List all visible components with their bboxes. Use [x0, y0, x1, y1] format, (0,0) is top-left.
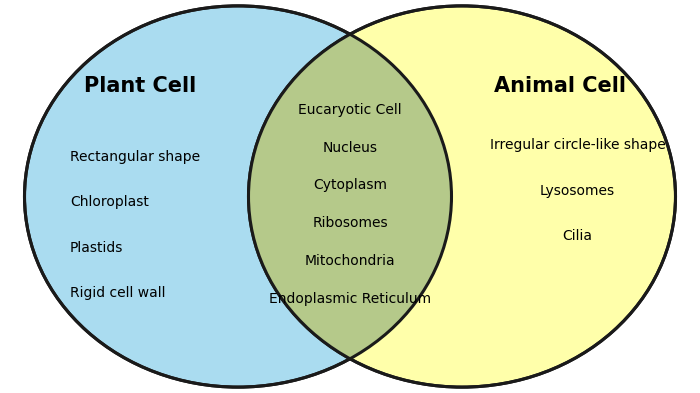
Text: Ribosomes: Ribosomes: [312, 216, 388, 230]
Text: Cytoplasm: Cytoplasm: [313, 178, 387, 193]
Text: Rectangular shape: Rectangular shape: [70, 150, 200, 164]
Text: Eucaryotic Cell: Eucaryotic Cell: [298, 103, 402, 117]
Text: Animal Cell: Animal Cell: [494, 77, 626, 96]
Ellipse shape: [25, 6, 452, 387]
Ellipse shape: [248, 6, 676, 387]
Text: Rigid cell wall: Rigid cell wall: [70, 286, 165, 300]
Text: Endoplasmic Reticulum: Endoplasmic Reticulum: [269, 292, 431, 306]
Ellipse shape: [25, 6, 452, 387]
Text: Chloroplast: Chloroplast: [70, 195, 149, 209]
Text: Lysosomes: Lysosomes: [540, 184, 615, 198]
Text: Nucleus: Nucleus: [323, 141, 377, 155]
Text: Irregular circle-like shape: Irregular circle-like shape: [489, 138, 666, 152]
Text: Plant Cell: Plant Cell: [84, 77, 196, 96]
Text: Cilia: Cilia: [563, 229, 592, 243]
Text: Plastids: Plastids: [70, 241, 123, 255]
Text: Mitochondria: Mitochondria: [304, 254, 395, 268]
